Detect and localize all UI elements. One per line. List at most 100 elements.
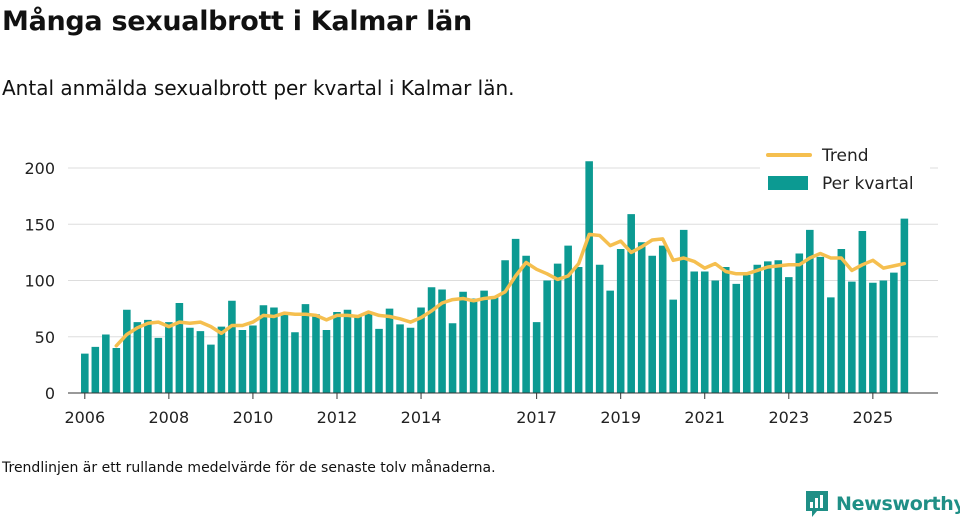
- bar: [81, 353, 89, 393]
- bar: [459, 291, 467, 393]
- bar: [144, 319, 152, 393]
- bar: [238, 330, 247, 393]
- bar: [742, 274, 751, 393]
- bar: [469, 298, 478, 393]
- bar: [732, 283, 741, 393]
- bar: [501, 260, 509, 393]
- y-tick-label: 50: [35, 328, 55, 347]
- bar: [774, 260, 783, 393]
- chart-area: 2006 2008 2010 2012 2014 2017 2019 2021 2023 2025…: [24, 142, 938, 427]
- bar: [564, 245, 572, 393]
- bar: [858, 231, 867, 393]
- y-tick-label: 150: [24, 215, 55, 234]
- x-tick-label: 2010: [233, 408, 274, 427]
- legend-trend-label: Trend: [821, 146, 869, 166]
- chart-subtitle: Antal anmälda sexualbrott per kvartal i …: [2, 76, 515, 100]
- bar: [165, 322, 173, 393]
- bar: [900, 218, 909, 393]
- bar: [396, 324, 404, 393]
- bar: [406, 327, 415, 393]
- bar: [154, 337, 163, 393]
- bar: [522, 255, 530, 393]
- bar: [616, 249, 625, 393]
- bar: [427, 287, 436, 393]
- bar: [343, 309, 352, 393]
- bar: [91, 346, 100, 393]
- bar: [385, 308, 394, 393]
- bar: [417, 307, 425, 393]
- bar: [890, 272, 898, 393]
- x-tick-label: 2021: [684, 408, 725, 427]
- bar: [848, 281, 856, 393]
- trend-line: [114, 232, 907, 348]
- bar: [553, 263, 562, 393]
- bar: [595, 264, 604, 393]
- bar: [869, 282, 877, 393]
- bar: [837, 249, 846, 393]
- bar: [291, 332, 299, 393]
- bar: [207, 344, 215, 393]
- x-tick-label: 2008: [149, 408, 190, 427]
- bar: [816, 256, 825, 393]
- bar: [795, 253, 804, 393]
- x-tick-label: 2006: [64, 408, 105, 427]
- y-tick-label: 100: [24, 272, 55, 291]
- x-tick-label: 2023: [768, 408, 809, 427]
- bar: [648, 255, 656, 393]
- page-title: Många sexualbrott i Kalmar län: [2, 6, 472, 37]
- bar: [301, 304, 310, 393]
- bar: [679, 229, 688, 393]
- bar: [364, 312, 373, 393]
- bar: [721, 267, 730, 393]
- y-tick-label: 0: [45, 384, 55, 403]
- bar: [806, 229, 814, 393]
- bar: [658, 245, 667, 393]
- bar: [333, 312, 341, 393]
- bar: [322, 330, 331, 393]
- y-axis-ticks: 0 50 100 150 200: [24, 159, 55, 403]
- bar: [102, 334, 110, 393]
- bar: [354, 315, 362, 393]
- x-tick-label: 2017: [516, 408, 557, 427]
- bar: [827, 297, 835, 393]
- bar: [196, 331, 205, 393]
- legend-background: [760, 142, 930, 200]
- bar: [532, 322, 541, 393]
- bar: [133, 322, 142, 393]
- bar: [879, 280, 888, 393]
- x-tick-label: 2014: [401, 408, 442, 427]
- footnote: Trendlinjen är ett rullande medelvärde f…: [2, 460, 496, 476]
- bar: [175, 303, 184, 393]
- bar: [543, 280, 551, 393]
- bar: [785, 277, 793, 393]
- bar: [186, 327, 194, 393]
- bar-series: [81, 161, 909, 393]
- bar: [480, 290, 488, 393]
- newsworthy-logo-icon: [806, 491, 828, 517]
- brand-logo[interactable]: Newsworthy: [804, 489, 960, 519]
- bar: [270, 307, 278, 393]
- x-tick-label: 2019: [600, 408, 641, 427]
- legend-bar-swatch: [768, 176, 808, 190]
- bar: [280, 314, 289, 393]
- legend: Trend Per kvartal: [760, 142, 930, 200]
- bar: [627, 214, 635, 393]
- bar: [259, 305, 268, 393]
- bar: [112, 348, 121, 393]
- x-tick-label: 2012: [317, 408, 358, 427]
- bar: [490, 297, 499, 393]
- brand-name: Newsworthy: [836, 493, 960, 515]
- bar: [438, 289, 446, 393]
- x-axis-ticks: 2006 2008 2010 2012 2014 2017 2019 2021 2023 2025: [64, 393, 893, 427]
- bar: [700, 271, 709, 393]
- bar: [123, 309, 131, 393]
- bar: [228, 300, 236, 393]
- bar: [753, 264, 762, 393]
- bar: [606, 290, 614, 393]
- bar: [217, 326, 226, 393]
- bar: [448, 323, 457, 393]
- bar: [511, 238, 520, 393]
- bar: [249, 325, 257, 393]
- legend-bars-label: Per kvartal: [822, 174, 914, 194]
- bar: [764, 261, 772, 393]
